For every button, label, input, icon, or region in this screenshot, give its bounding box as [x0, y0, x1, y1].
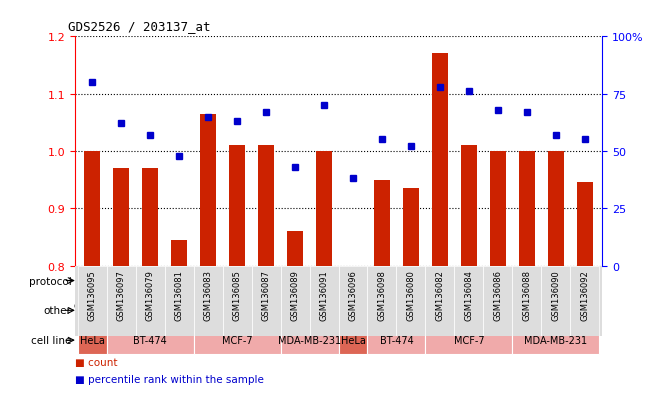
Bar — [374, 180, 390, 266]
Text: GSM136097: GSM136097 — [117, 270, 126, 320]
Text: GSM136088: GSM136088 — [522, 270, 531, 320]
Text: GSM136089: GSM136089 — [290, 270, 299, 320]
Bar — [77, 327, 107, 354]
Bar — [548, 152, 564, 266]
Text: GSM136079: GSM136079 — [146, 270, 155, 320]
Bar — [229, 146, 245, 266]
Text: GSM136080: GSM136080 — [406, 270, 415, 320]
Bar — [490, 152, 506, 266]
Text: BT-474: BT-474 — [133, 335, 167, 345]
Text: GSM136082: GSM136082 — [436, 270, 445, 320]
Text: HeLa: HeLa — [80, 335, 105, 345]
Text: GSM136098: GSM136098 — [378, 270, 387, 320]
Text: GSM136086: GSM136086 — [493, 270, 503, 320]
Text: GSM136084: GSM136084 — [464, 270, 473, 320]
Text: BT-474: BT-474 — [380, 335, 413, 345]
Bar — [77, 297, 107, 324]
Bar — [200, 114, 216, 266]
Text: GSM136092: GSM136092 — [580, 270, 589, 320]
Text: GSM136087: GSM136087 — [262, 270, 271, 320]
Bar — [84, 152, 100, 266]
Bar — [426, 327, 512, 354]
Bar — [339, 266, 368, 336]
Text: GDS2526 / 203137_at: GDS2526 / 203137_at — [68, 20, 211, 33]
Text: protocol: protocol — [29, 276, 72, 286]
Text: c-MYC knockdown: c-MYC knockdown — [419, 276, 519, 286]
Bar — [403, 189, 419, 266]
Bar — [542, 266, 570, 336]
Text: control: control — [189, 276, 227, 286]
Bar — [171, 240, 187, 266]
Text: breast cancer: breast cancer — [189, 306, 256, 316]
Text: GSM136083: GSM136083 — [204, 270, 213, 320]
Bar — [316, 152, 332, 266]
Bar — [281, 266, 309, 336]
Bar — [339, 268, 600, 294]
Text: MDA-MB-231: MDA-MB-231 — [524, 335, 587, 345]
Bar — [512, 266, 542, 336]
Text: MDA-MB-231: MDA-MB-231 — [278, 335, 341, 345]
Bar — [454, 266, 484, 336]
Bar — [193, 266, 223, 336]
Text: cervical
cancer: cervical cancer — [74, 300, 111, 321]
Bar — [281, 327, 339, 354]
Text: cervical
cancer: cervical cancer — [334, 300, 372, 321]
Bar — [287, 232, 303, 266]
Bar — [193, 327, 281, 354]
Bar — [519, 152, 535, 266]
Bar — [251, 266, 281, 336]
Text: GSM136085: GSM136085 — [232, 270, 242, 320]
Bar — [577, 183, 593, 266]
Bar — [77, 268, 339, 294]
Text: GSM136096: GSM136096 — [348, 270, 357, 320]
Bar — [432, 55, 448, 266]
Bar — [113, 169, 129, 266]
Text: GSM136091: GSM136091 — [320, 270, 329, 320]
Bar — [142, 169, 158, 266]
Bar — [339, 327, 368, 354]
Text: MCF-7: MCF-7 — [454, 335, 484, 345]
Bar — [368, 327, 426, 354]
Bar — [135, 266, 165, 336]
Bar — [368, 266, 396, 336]
Bar — [107, 266, 135, 336]
Text: ■ count: ■ count — [75, 357, 117, 367]
Text: GSM136095: GSM136095 — [88, 270, 97, 320]
Bar — [570, 266, 600, 336]
Bar — [107, 327, 193, 354]
Bar — [368, 297, 600, 324]
Bar — [461, 146, 477, 266]
Text: MCF-7: MCF-7 — [222, 335, 253, 345]
Bar — [309, 266, 339, 336]
Bar — [258, 146, 274, 266]
Bar — [77, 266, 107, 336]
Bar — [512, 327, 600, 354]
Bar — [396, 266, 426, 336]
Bar — [426, 266, 454, 336]
Bar — [339, 297, 368, 324]
Text: other: other — [44, 306, 72, 316]
Text: GSM136090: GSM136090 — [551, 270, 561, 320]
Bar — [165, 266, 193, 336]
Bar — [484, 266, 512, 336]
Text: cell line: cell line — [31, 335, 72, 345]
Text: breast cancer: breast cancer — [450, 306, 517, 316]
Text: ■ percentile rank within the sample: ■ percentile rank within the sample — [75, 374, 264, 384]
Text: HeLa: HeLa — [340, 335, 365, 345]
Bar — [107, 297, 339, 324]
Bar — [223, 266, 251, 336]
Text: GSM136081: GSM136081 — [174, 270, 184, 320]
